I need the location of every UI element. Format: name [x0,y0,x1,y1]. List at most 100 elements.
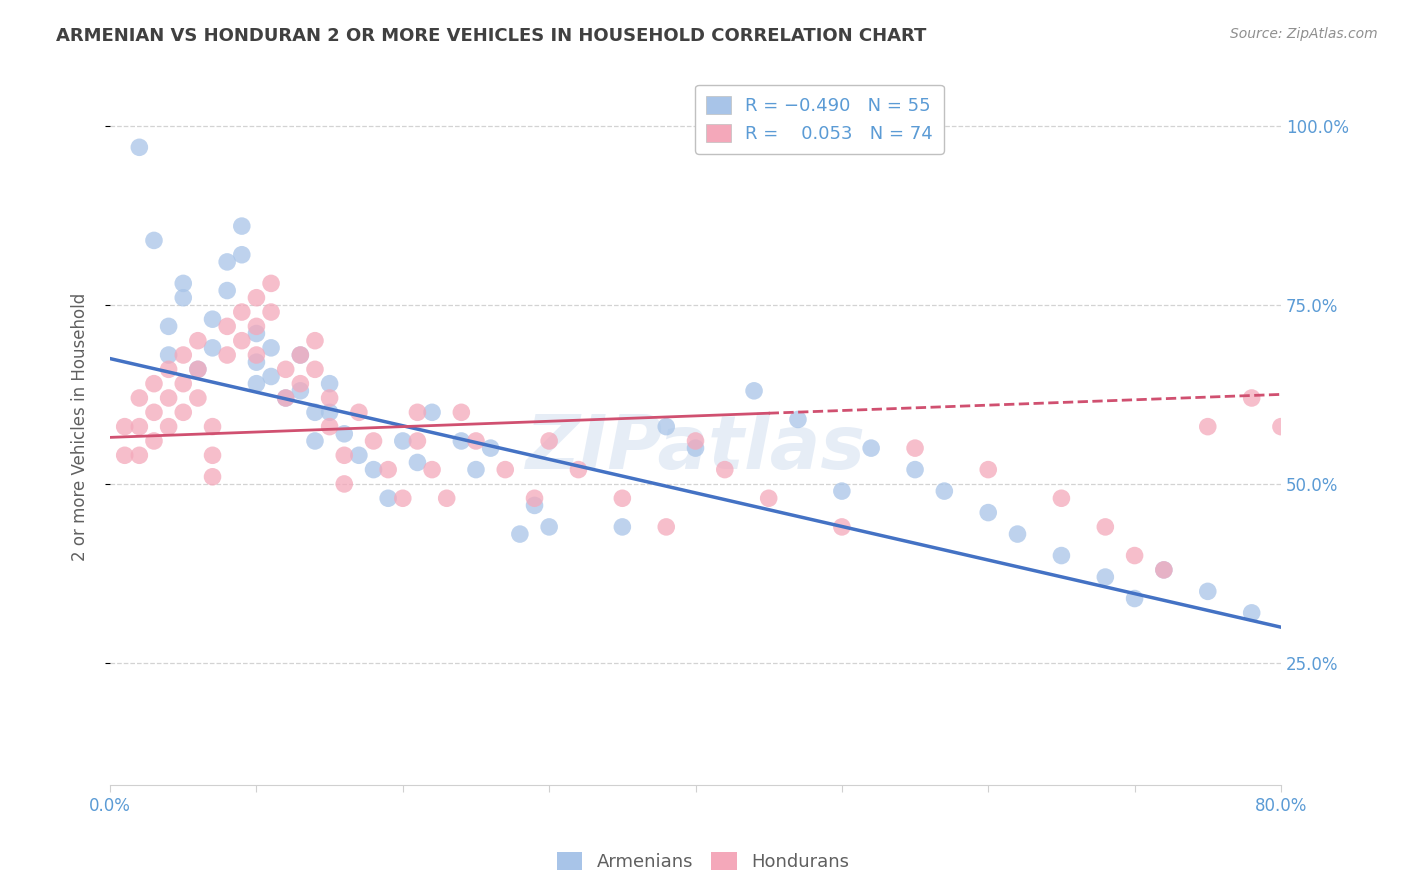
Legend: Armenians, Hondurans: Armenians, Hondurans [550,845,856,879]
Point [318,376,340,391]
Point [187,391,209,405]
Point [304,434,326,448]
Point [143,434,166,448]
Point [245,376,267,391]
Point [758,491,780,506]
Point [1094,520,1116,534]
Point [128,419,150,434]
Point [157,362,180,376]
Point [538,520,561,534]
Point [260,305,283,319]
Point [318,391,340,405]
Point [290,384,312,398]
Point [420,405,443,419]
Point [187,334,209,348]
Point [406,434,429,448]
Point [1153,563,1175,577]
Point [450,405,472,419]
Point [114,448,136,462]
Point [860,441,883,455]
Point [1153,563,1175,577]
Point [274,391,297,405]
Text: ZIPatlas: ZIPatlas [526,411,866,484]
Point [1358,391,1381,405]
Point [290,348,312,362]
Point [465,462,488,476]
Point [1329,419,1351,434]
Point [201,448,224,462]
Point [245,348,267,362]
Point [523,499,546,513]
Point [977,462,1000,476]
Point [143,405,166,419]
Point [391,491,413,506]
Point [363,462,385,476]
Text: ARMENIAN VS HONDURAN 2 OR MORE VEHICLES IN HOUSEHOLD CORRELATION CHART: ARMENIAN VS HONDURAN 2 OR MORE VEHICLES … [56,27,927,45]
Point [363,434,385,448]
Point [612,520,634,534]
Point [347,448,370,462]
Point [377,462,399,476]
Point [245,291,267,305]
Point [831,520,853,534]
Point [1386,419,1406,434]
Point [143,234,166,248]
Point [157,419,180,434]
Point [347,405,370,419]
Point [655,419,678,434]
Point [567,462,589,476]
Point [290,376,312,391]
Point [685,434,707,448]
Point [260,277,283,291]
Point [831,484,853,499]
Point [172,405,194,419]
Point [1094,570,1116,584]
Point [333,448,356,462]
Point [1197,584,1219,599]
Point [904,462,927,476]
Point [274,391,297,405]
Point [128,448,150,462]
Point [655,520,678,534]
Point [787,412,810,426]
Point [333,426,356,441]
Point [1050,549,1073,563]
Point [187,362,209,376]
Point [538,434,561,448]
Point [304,405,326,419]
Point [318,419,340,434]
Point [1299,391,1322,405]
Text: Source: ZipAtlas.com: Source: ZipAtlas.com [1230,27,1378,41]
Point [509,527,531,541]
Point [333,477,356,491]
Point [231,305,253,319]
Y-axis label: 2 or more Vehicles in Household: 2 or more Vehicles in Household [72,293,89,561]
Point [612,491,634,506]
Point [217,319,239,334]
Point [304,334,326,348]
Point [157,391,180,405]
Point [201,312,224,326]
Point [450,434,472,448]
Point [290,348,312,362]
Point [274,362,297,376]
Point [1123,549,1146,563]
Point [217,284,239,298]
Point [114,419,136,434]
Point [391,434,413,448]
Point [245,326,267,341]
Point [420,462,443,476]
Point [157,319,180,334]
Point [904,441,927,455]
Point [172,348,194,362]
Point [1240,606,1263,620]
Point [494,462,516,476]
Point [406,405,429,419]
Point [1007,527,1029,541]
Point [157,348,180,362]
Point [406,455,429,469]
Point [742,384,765,398]
Point [231,334,253,348]
Point [128,391,150,405]
Point [217,348,239,362]
